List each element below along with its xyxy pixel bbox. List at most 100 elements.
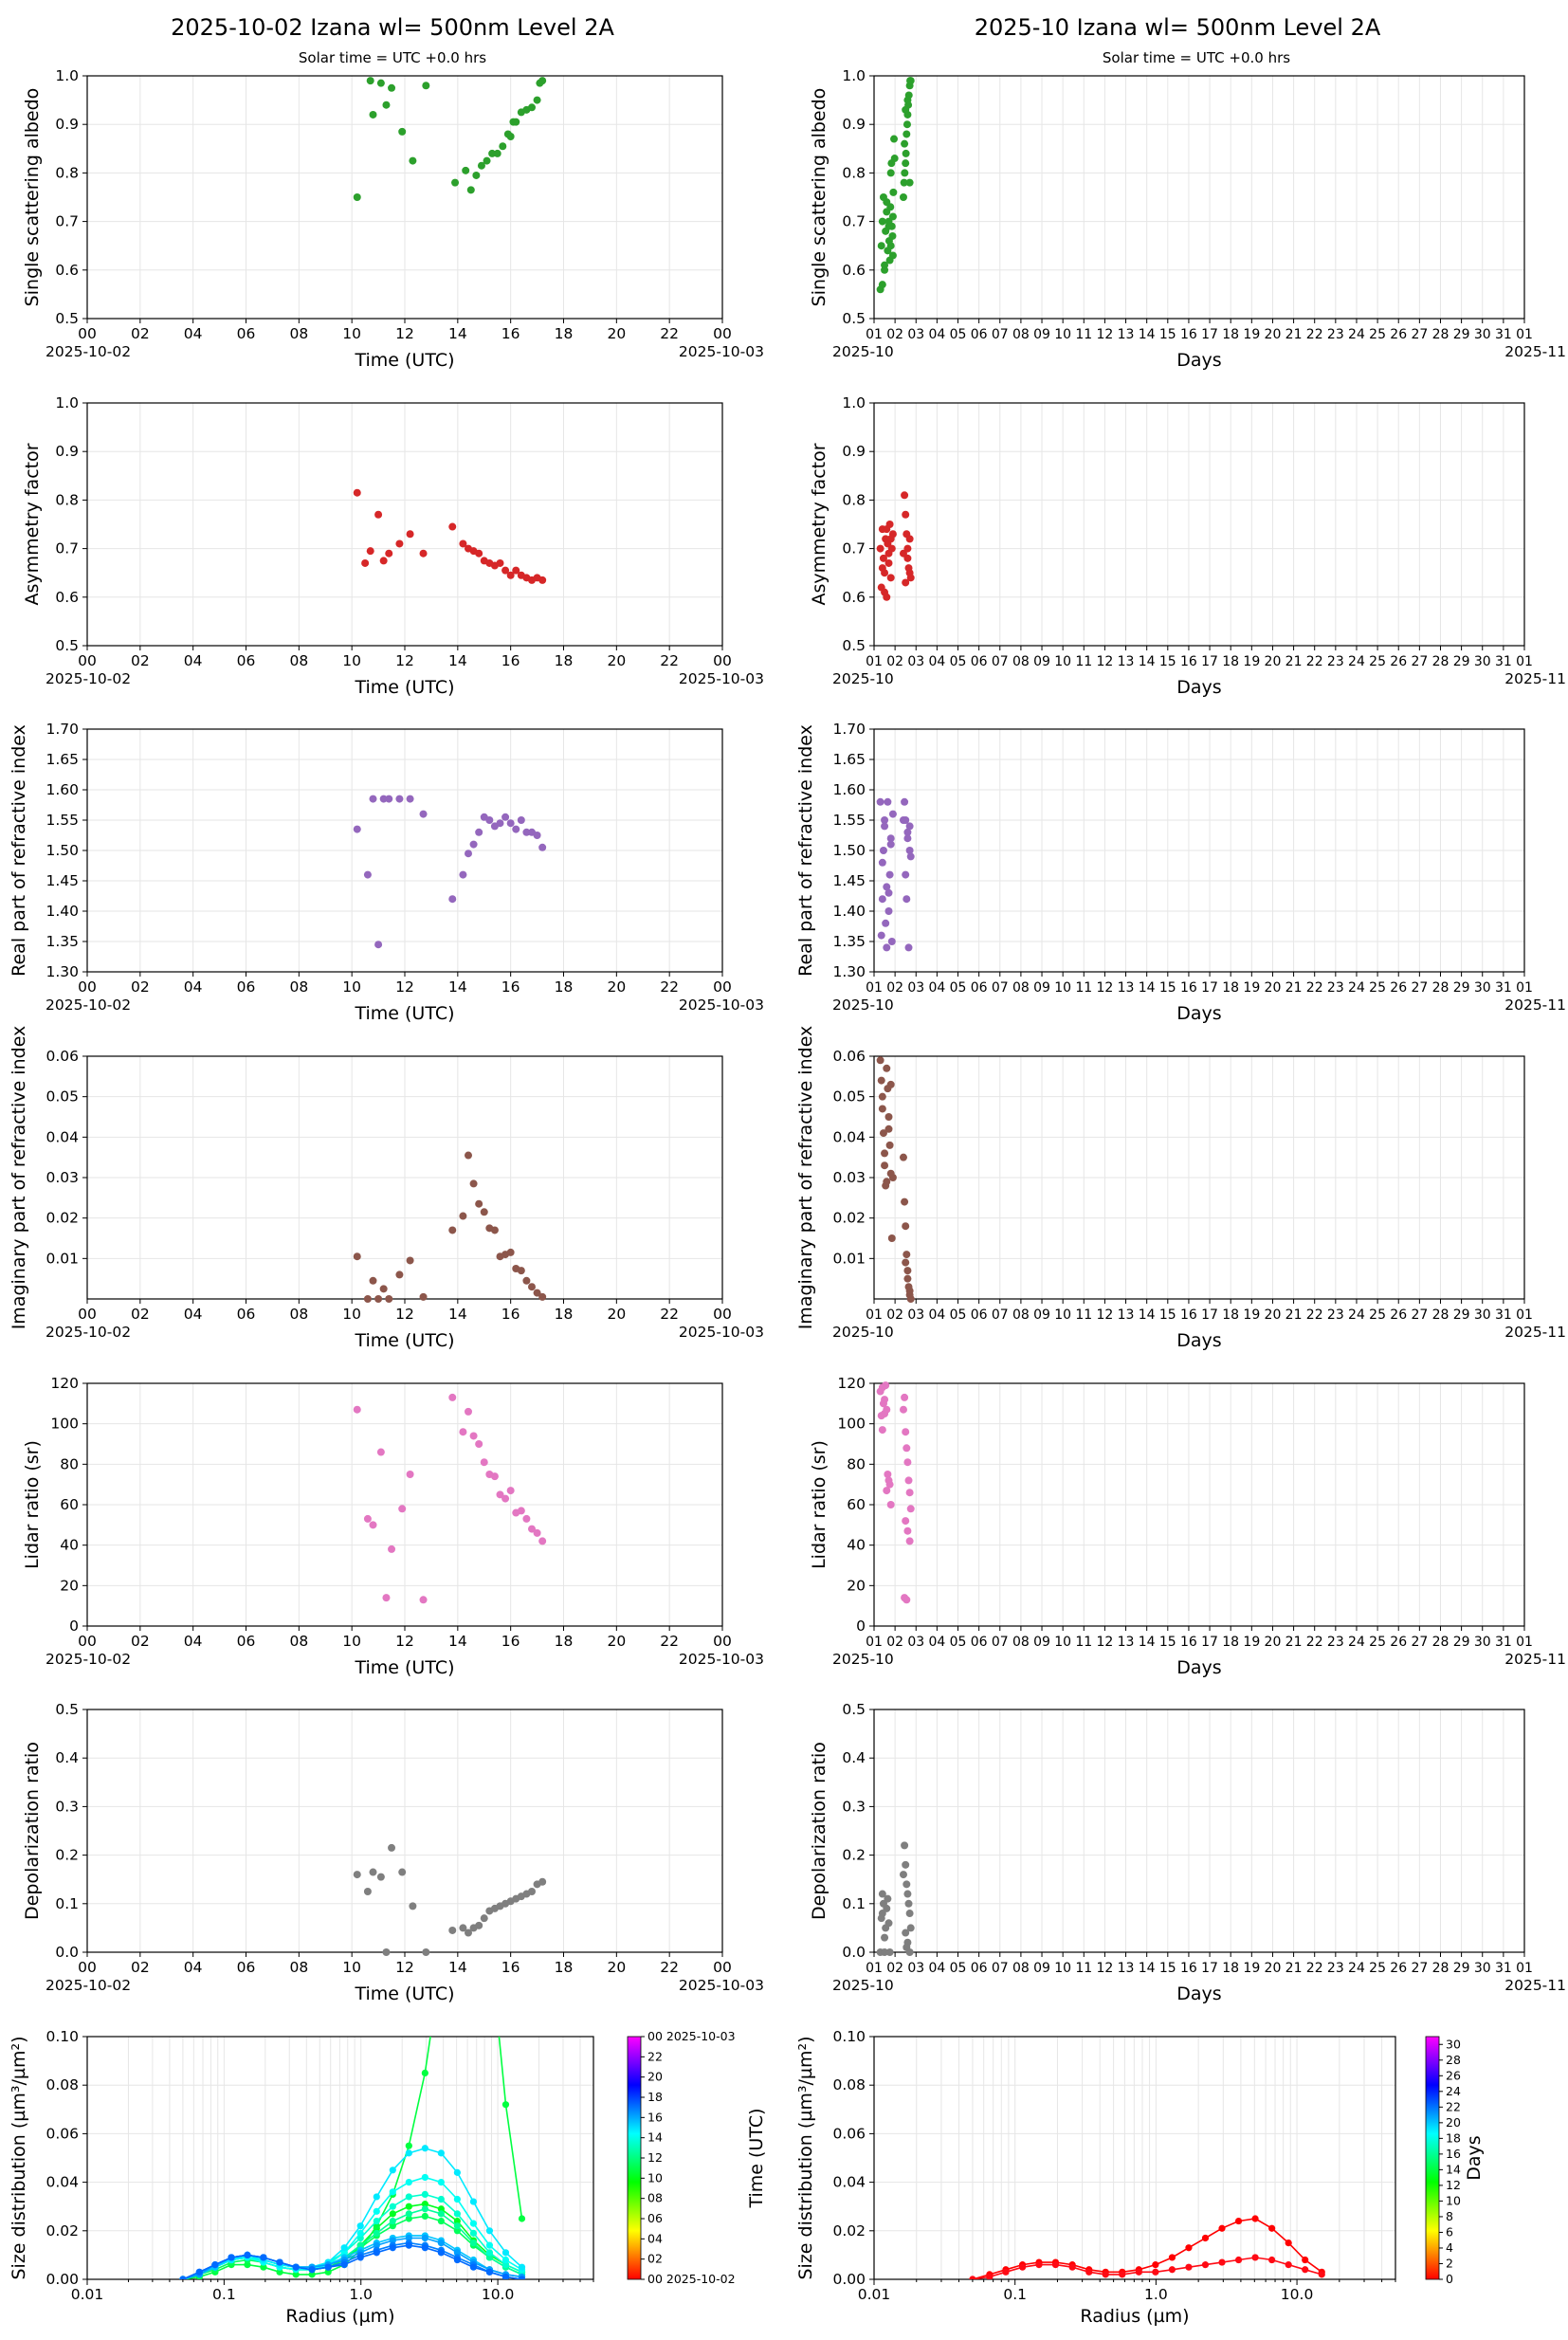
depol_month-panel: 01 02 03 04 05 06 07 08 09 10 11 12 13 14 15 16 17 18 19 20…: [809, 1701, 1566, 2004]
x-tick-label: 10: [1054, 327, 1071, 342]
x-tick-label: 05: [950, 1961, 967, 1976]
x-tick-label: 08: [1012, 1307, 1030, 1323]
x-tick-label: 11: [1075, 1961, 1092, 1976]
y-tick-label: 0.00: [46, 2271, 79, 2288]
colorbar-tick-label: 08: [647, 2191, 663, 2205]
data-point: [906, 852, 915, 861]
data-point: [886, 1080, 895, 1088]
x-tick-label: 1.0: [1144, 2286, 1168, 2303]
data-point: [517, 816, 525, 824]
x-tick-label: 25: [1369, 654, 1386, 669]
x-tick-label: 22: [660, 1959, 679, 1976]
y-tick-label: 0.6: [55, 262, 79, 279]
data-point: [1201, 2234, 1210, 2242]
data-point: [528, 103, 536, 112]
x-tick-label: 02: [886, 654, 903, 669]
x-tick-label: 17: [1201, 1307, 1218, 1323]
data-point: [528, 1283, 536, 1291]
x-tick-label: 19: [1243, 1635, 1260, 1650]
colorbar-tick-label: 10: [647, 2170, 663, 2185]
x-tick-label: 26: [1390, 1307, 1407, 1323]
data-point: [419, 1596, 428, 1604]
x-tick-label: 22: [1306, 980, 1323, 996]
data-point: [876, 1056, 884, 1065]
x-tick-label: 04: [184, 1633, 203, 1650]
x-tick-label: 06: [971, 1635, 988, 1650]
x-tick-label: 04: [928, 654, 945, 669]
data-point: [465, 850, 472, 858]
data-point: [889, 188, 898, 196]
data-point: [353, 488, 361, 497]
x-tick-label: 18: [1222, 654, 1239, 669]
data-point: [480, 1458, 488, 1467]
data-point: [465, 1407, 472, 1416]
data-point: [902, 510, 910, 519]
data-point: [406, 1471, 414, 1478]
data-point: [885, 870, 894, 879]
data-point: [903, 1943, 911, 1951]
x-tick-label: 08: [289, 978, 308, 996]
x-axis-label: Radius (µm): [285, 2306, 394, 2327]
data-point: [395, 539, 404, 548]
x-tick-label: 03: [907, 327, 924, 342]
x-tick-label: 18: [555, 1306, 574, 1323]
x-tick-label: 31: [1495, 1635, 1512, 1650]
x-axis-label: Time (UTC): [354, 1003, 454, 1024]
data-point: [878, 1426, 886, 1435]
data-point: [903, 1458, 912, 1467]
x-tick-label: 09: [1033, 980, 1050, 996]
x-tick-label: 02: [886, 1961, 903, 1976]
y-axis-label: Single scattering albedo: [22, 88, 43, 307]
y-tick-label: 80: [60, 1455, 79, 1472]
data-point: [374, 510, 383, 519]
x-tick-label: 16: [501, 652, 520, 669]
x-end-label: 2025-11: [1504, 996, 1566, 1014]
data-point: [888, 1174, 897, 1181]
y-tick-label: 0.8: [55, 491, 79, 508]
x-tick-label: 13: [1118, 980, 1135, 996]
ssa_month-panel: 01 02 03 04 05 06 07 08 09 10 11 12 13 14 15 16 17 18 19 20…: [809, 67, 1566, 371]
data-point: [496, 819, 504, 828]
y-tick-label: 0.3: [842, 1798, 866, 1815]
y-tick-label: 1.45: [46, 872, 79, 889]
x-tick-label: 08: [289, 1959, 308, 1976]
data-point: [506, 1487, 515, 1495]
data-point: [1102, 2271, 1109, 2278]
data-point: [517, 1267, 525, 1275]
x-tick-label: 30: [1474, 1635, 1491, 1650]
x-axis-label: Days: [1176, 1984, 1221, 2004]
x-tick-label: 29: [1453, 1635, 1470, 1650]
y-tick-label: 0.9: [55, 116, 79, 133]
x-tick-label: 12: [1097, 1961, 1114, 1976]
data-point: [376, 1873, 385, 1881]
data-point: [437, 2249, 445, 2257]
data-point: [886, 1501, 895, 1508]
data-point: [883, 525, 891, 534]
data-point: [459, 870, 467, 879]
data-point: [518, 2263, 526, 2271]
x-tick-label: 02: [886, 1635, 903, 1650]
data-point: [903, 1526, 912, 1535]
x-tick-label: 04: [928, 327, 945, 342]
x-tick-label: 24: [1348, 1961, 1365, 1976]
data-point: [395, 795, 404, 803]
data-point: [421, 2201, 428, 2208]
x-tick-label: 10.0: [482, 2286, 515, 2303]
x-tick-label: 09: [1033, 654, 1050, 669]
data-point: [533, 1528, 541, 1537]
y-tick-label: 80: [847, 1455, 866, 1472]
x-tick-label: 31: [1495, 1961, 1512, 1976]
x-tick-label: 12: [395, 1959, 414, 1976]
colorbar-tick-label: 8: [1446, 2209, 1453, 2223]
y-tick-label: 1.0: [842, 67, 866, 84]
data-point: [903, 1880, 911, 1889]
x-tick-label: 31: [1495, 327, 1512, 342]
y-axis-label: Imaginary part of refractive index: [795, 1026, 816, 1330]
x-tick-label: 22: [1306, 1307, 1323, 1323]
x-tick-label: 21: [1285, 1307, 1303, 1323]
data-point: [451, 178, 460, 187]
data-point: [902, 1929, 910, 1937]
y-tick-label: 1.60: [46, 781, 79, 798]
